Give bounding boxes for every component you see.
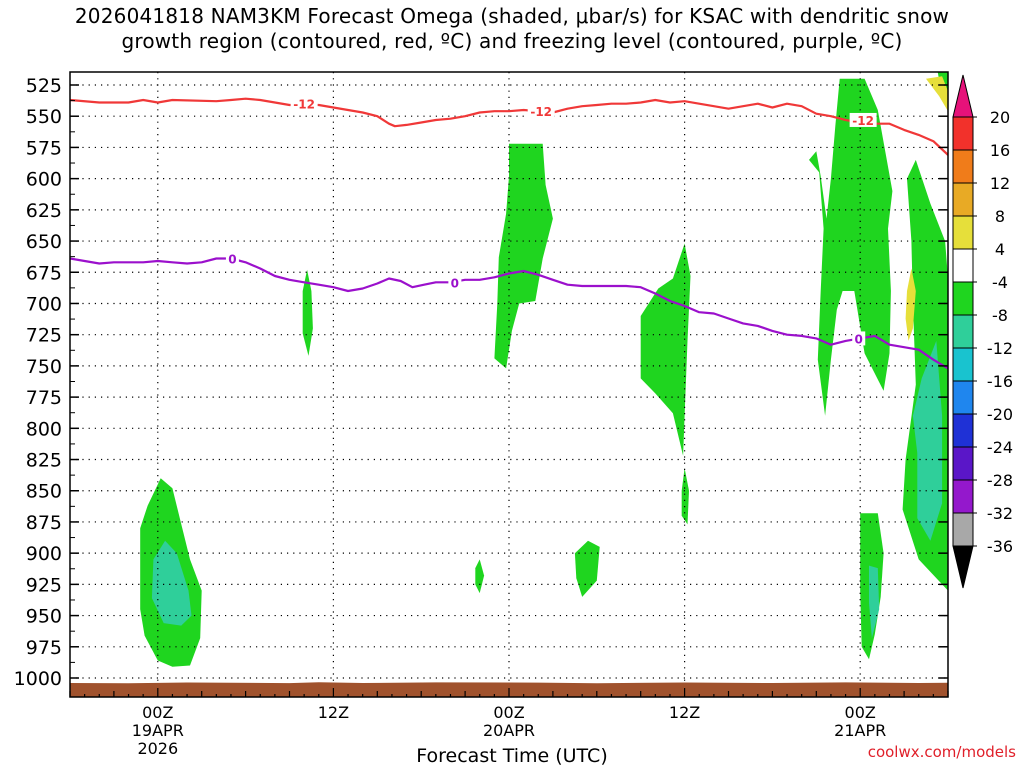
y-tick-label-700: 700 [26, 293, 62, 315]
colorbar-bin-4 [952, 215, 974, 250]
contour-0 [70, 257, 948, 370]
contour-lines: -12 -12 -12 0 0 0 [70, 96, 948, 370]
contour-label-bg [852, 331, 866, 346]
contour-label-bg [527, 104, 555, 119]
omega-region-green-3 [494, 143, 553, 369]
x-tick-label-42-0: 12Z [669, 703, 700, 722]
colorbar-top-arrow [952, 74, 974, 118]
colorbar-bin--32 [952, 479, 974, 514]
y-tick-label-800: 800 [26, 418, 62, 440]
omega-region-green-6 [640, 243, 691, 456]
colorbar-bin-16 [952, 116, 974, 151]
y-tick-label-725: 725 [26, 325, 62, 347]
y-tick-label-1000: 1000 [14, 668, 62, 690]
colorbar-bin--36 [952, 512, 974, 547]
contour-label-0-2: 0 [855, 332, 863, 346]
y-axis: 525 550 575 600 625 650 675 700 725 750 775 800 825 8… [14, 75, 948, 690]
y-tick-label-925: 925 [26, 574, 62, 596]
colorbar-label--24: -24 [987, 438, 1013, 457]
y-tick-label-600: 600 [26, 169, 62, 191]
y-tick-label-950: 950 [26, 606, 62, 628]
x-tick-label-54-1: 21APR [834, 721, 886, 740]
omega-region-teal-15 [869, 565, 880, 639]
colorbar-bin--12 [952, 314, 974, 349]
y-tick-label-675: 675 [26, 262, 62, 284]
x-tick-label-6-1: 19APR [132, 721, 184, 740]
y-tick-label-975: 975 [26, 637, 62, 659]
x-tick-label-30-0: 00Z [493, 703, 524, 722]
contour-label-bg [849, 112, 877, 127]
colorbar-label--4: -4 [992, 273, 1008, 292]
colorbar-bin--8 [952, 281, 974, 316]
contour-label--12-0: -12 [293, 98, 315, 112]
chart-title-line-1: 2026041818 NAM3KM Forecast Omega (shaded… [74, 4, 950, 28]
y-tick-label-850: 850 [26, 481, 62, 503]
omega-region-green-5 [574, 540, 600, 597]
colorbar-label-20: 20 [990, 108, 1010, 127]
colorbar: 20 16 12 8 4 -4 -8 -12 -16 -20 -24 -28 -32 -36 [952, 74, 1013, 589]
colorbar-label--16: -16 [987, 372, 1013, 391]
y-tick-label-900: 900 [26, 543, 62, 565]
y-tick-label-625: 625 [26, 200, 62, 222]
grid-lines [70, 72, 948, 697]
colorbar-label-8: 8 [995, 207, 1005, 226]
contour-label-bg [225, 251, 239, 266]
contour-label-0-1: 0 [451, 276, 459, 290]
omega-shading [140, 72, 948, 667]
colorbar-bin--4 [952, 248, 974, 283]
colorbar-label--28: -28 [987, 471, 1013, 490]
chart-title-line-2: growth region (contoured, red, ºC) and f… [121, 29, 903, 53]
colorbar-bin--16 [952, 347, 974, 382]
omega-region-teal-1 [151, 540, 192, 626]
colorbar-label--8: -8 [992, 306, 1008, 325]
x-tick-label-6-0: 00Z [142, 703, 173, 722]
y-tick-label-825: 825 [26, 450, 62, 472]
colorbar-label--20: -20 [987, 405, 1013, 424]
x-tick-label-30-1: 20APR [483, 721, 535, 740]
y-tick-label-550: 550 [26, 106, 62, 128]
contour-label-bg [448, 275, 462, 290]
contour-label--12-2: -12 [852, 114, 874, 128]
omega-region-green-4 [475, 559, 485, 594]
colorbar-label-16: 16 [990, 141, 1010, 160]
credit-link[interactable]: coolwx.com/models [867, 743, 1016, 761]
y-tick-label-650: 650 [26, 231, 62, 253]
colorbar-bin--28 [952, 446, 974, 481]
x-tick-label-54-0: 00Z [845, 703, 876, 722]
colorbar-bottom-arrow [952, 545, 974, 589]
y-tick-label-875: 875 [26, 512, 62, 534]
contour-label-0-0: 0 [228, 253, 236, 267]
colorbar-bin-12 [952, 149, 974, 184]
colorbar-bin--20 [952, 380, 974, 415]
y-tick-label-525: 525 [26, 75, 62, 97]
x-tick-label-18-0: 12Z [318, 703, 349, 722]
y-tick-label-575: 575 [26, 137, 62, 159]
contour-label--12-1: -12 [530, 105, 552, 119]
x-axis-title: Forecast Time (UTC) [416, 745, 608, 767]
colorbar-label--12: -12 [987, 339, 1013, 358]
x-tick-label-6-2: 2026 [137, 739, 178, 758]
colorbar-label-4: 4 [995, 240, 1005, 259]
colorbar-label-12: 12 [990, 174, 1010, 193]
omega-region-green-2 [302, 269, 313, 356]
colorbar-label--36: -36 [987, 537, 1013, 556]
omega-region-green-8 [809, 78, 893, 416]
omega-region-green-7 [681, 468, 689, 525]
colorbar-bin--24 [952, 413, 974, 448]
y-tick-label-775: 775 [26, 387, 62, 409]
colorbar-label--32: -32 [987, 504, 1013, 523]
y-tick-label-750: 750 [26, 356, 62, 378]
colorbar-bin-8 [952, 182, 974, 217]
omega-region-yellow-13 [905, 268, 916, 341]
contour-label-bg [290, 96, 318, 111]
